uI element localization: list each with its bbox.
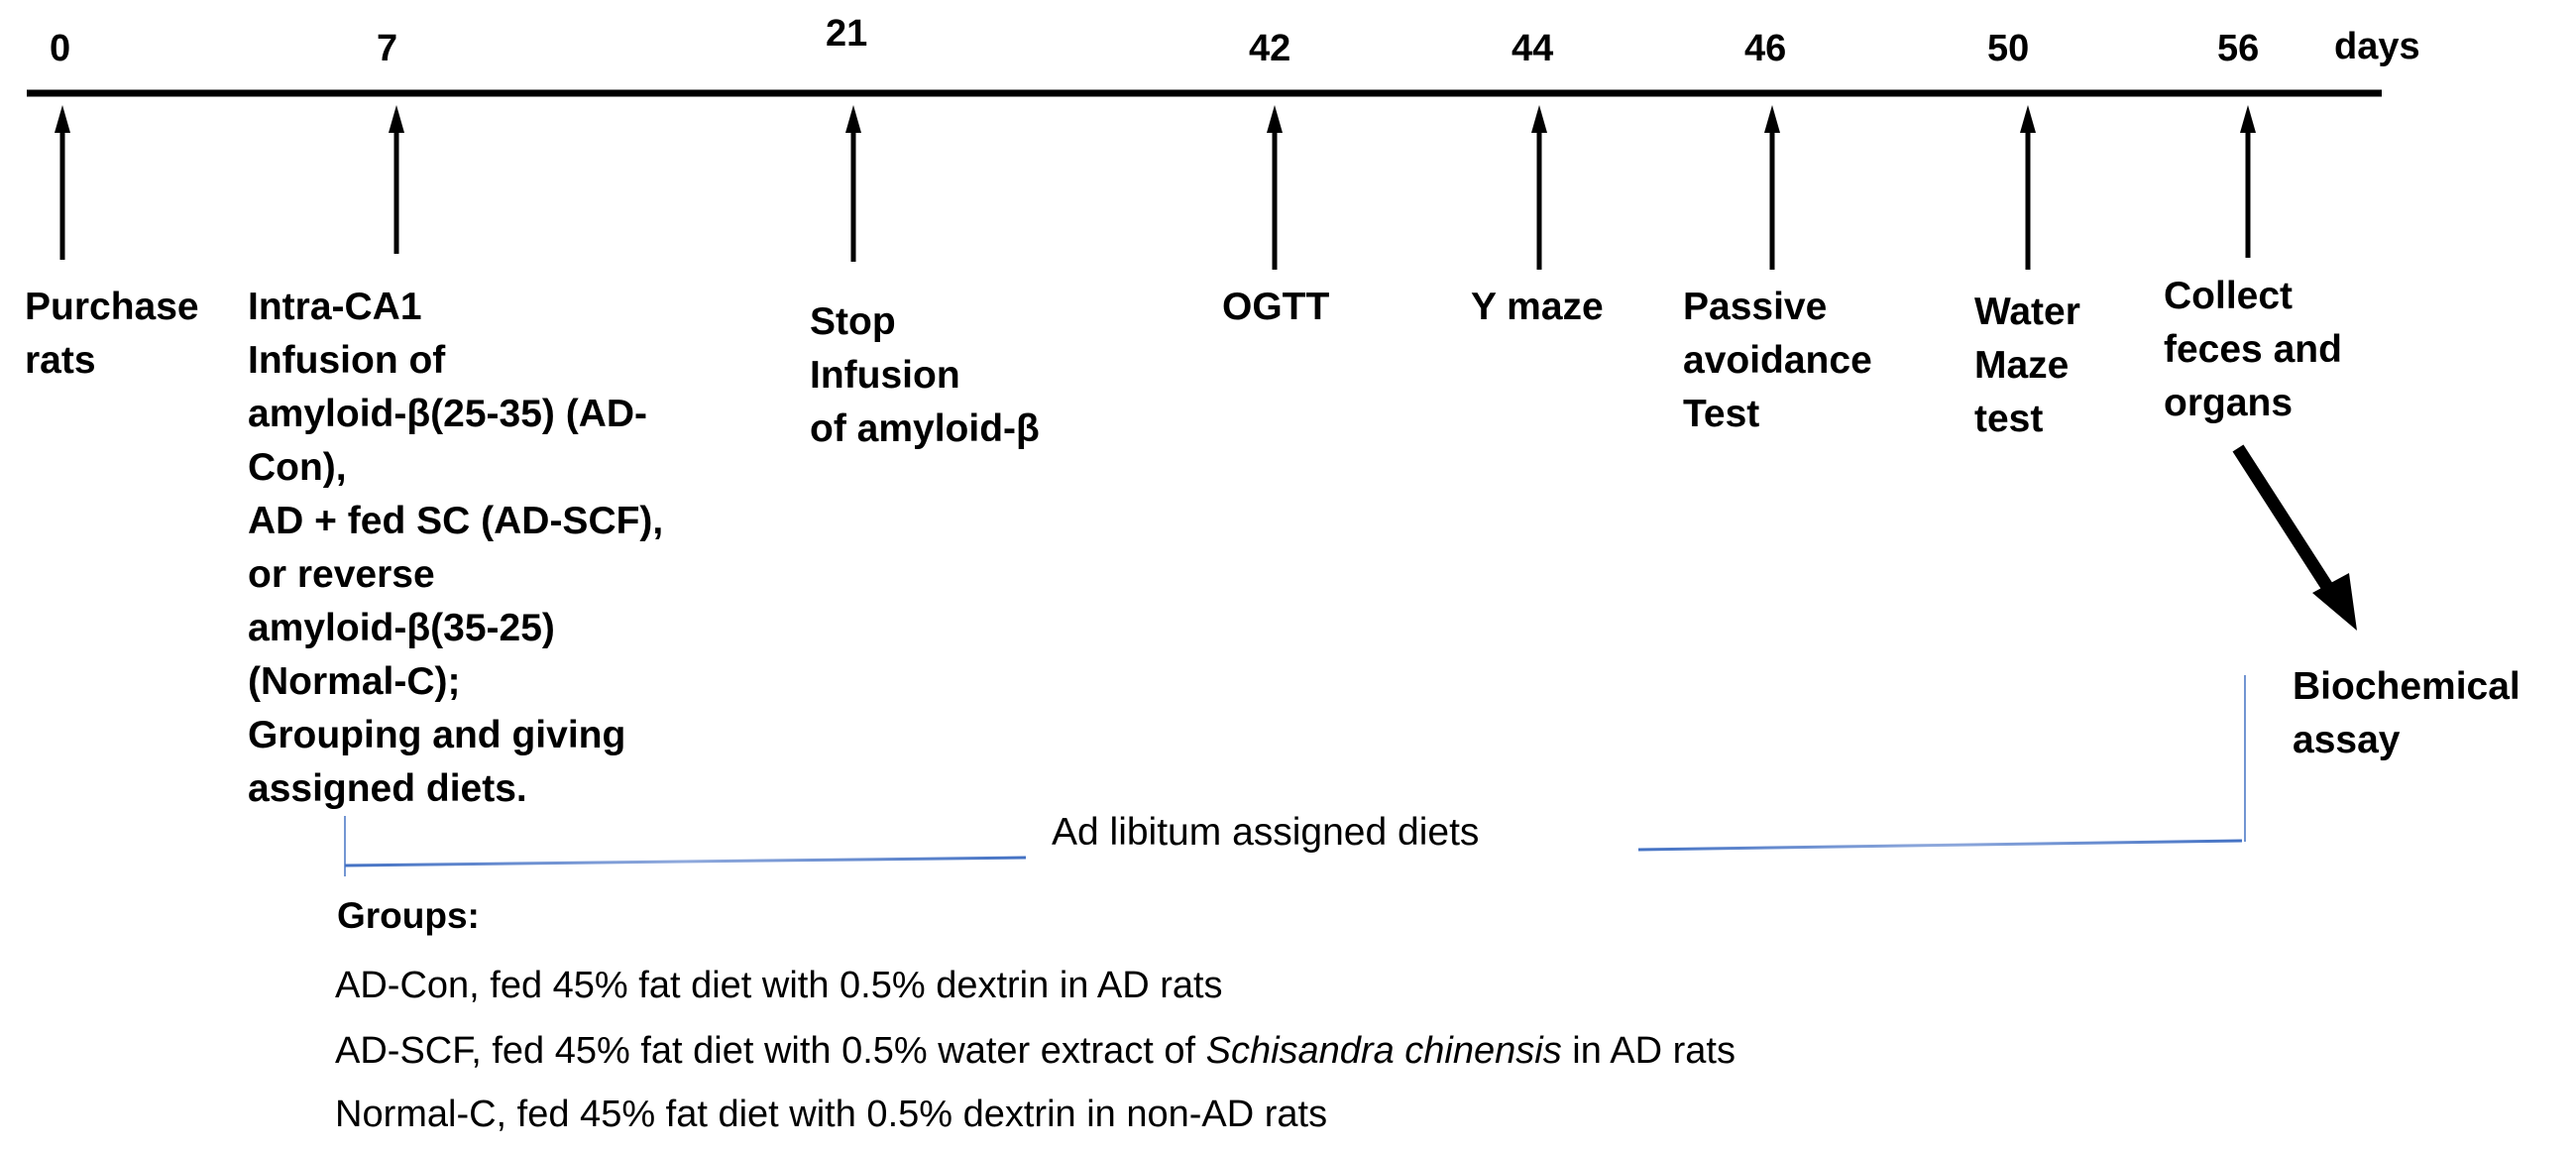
event-label: Collect feces and organs [2164, 275, 2342, 424]
event-arrow-up [1764, 105, 1780, 270]
event-label: Stop Infusion of amyloid-β [810, 300, 1040, 450]
group-ad-con: AD-Con, fed 45% fat diet with 0.5% dextr… [335, 965, 1223, 1006]
day-tick-label: 46 [1744, 28, 1787, 69]
group-ad-scf-prefix: AD-SCF, fed 45% fat diet with 0.5% water… [335, 1030, 1206, 1072]
biochemical-assay-label: Biochemical assay [2293, 665, 2520, 761]
group-normal-c: Normal-C, fed 45% fat diet with 0.5% dex… [335, 1094, 1328, 1135]
event-arrow-up [2020, 105, 2036, 270]
day-tick-label: 0 [50, 28, 71, 69]
day-tick-label: 42 [1249, 28, 1291, 69]
diet-period-bracket [344, 675, 2246, 876]
event-label: Intra-CA1 Infusion of amyloid-β(25-35) (… [248, 286, 664, 810]
event-arrow-up [55, 105, 70, 260]
event-label: OGTT [1222, 286, 1330, 328]
day-tick-label: 50 [1987, 28, 2030, 69]
diagonal-arrow-to-assay [2232, 444, 2357, 631]
event-arrow-up [845, 105, 861, 262]
day-tick-label: 7 [377, 28, 398, 69]
event-label: Y maze [1471, 286, 1604, 328]
species-name: Schisandra chinensis [1205, 1030, 1562, 1072]
groups-title: Groups: [337, 895, 480, 936]
group-ad-scf-suffix: in AD rats [1561, 1030, 1736, 1072]
day-unit-label: days [2334, 26, 2420, 67]
day-tick-label: 44 [1512, 28, 1554, 69]
event-arrow-up [1531, 105, 1547, 270]
day-tick-label: 56 [2217, 28, 2260, 69]
event-label: Water Maze test [1974, 290, 2080, 440]
event-label: Purchase rats [25, 286, 199, 382]
event-arrow-up [1267, 105, 1283, 270]
event-arrow-up [2240, 105, 2256, 258]
event-arrow-up [389, 105, 404, 254]
day-tick-label: 21 [826, 13, 868, 55]
diet-period-label: Ad libitum assigned diets [1052, 811, 1480, 854]
group-ad-scf: AD-SCF, fed 45% fat diet with 0.5% water… [335, 1032, 1736, 1070]
event-label: Passive avoidance Test [1683, 286, 1872, 435]
